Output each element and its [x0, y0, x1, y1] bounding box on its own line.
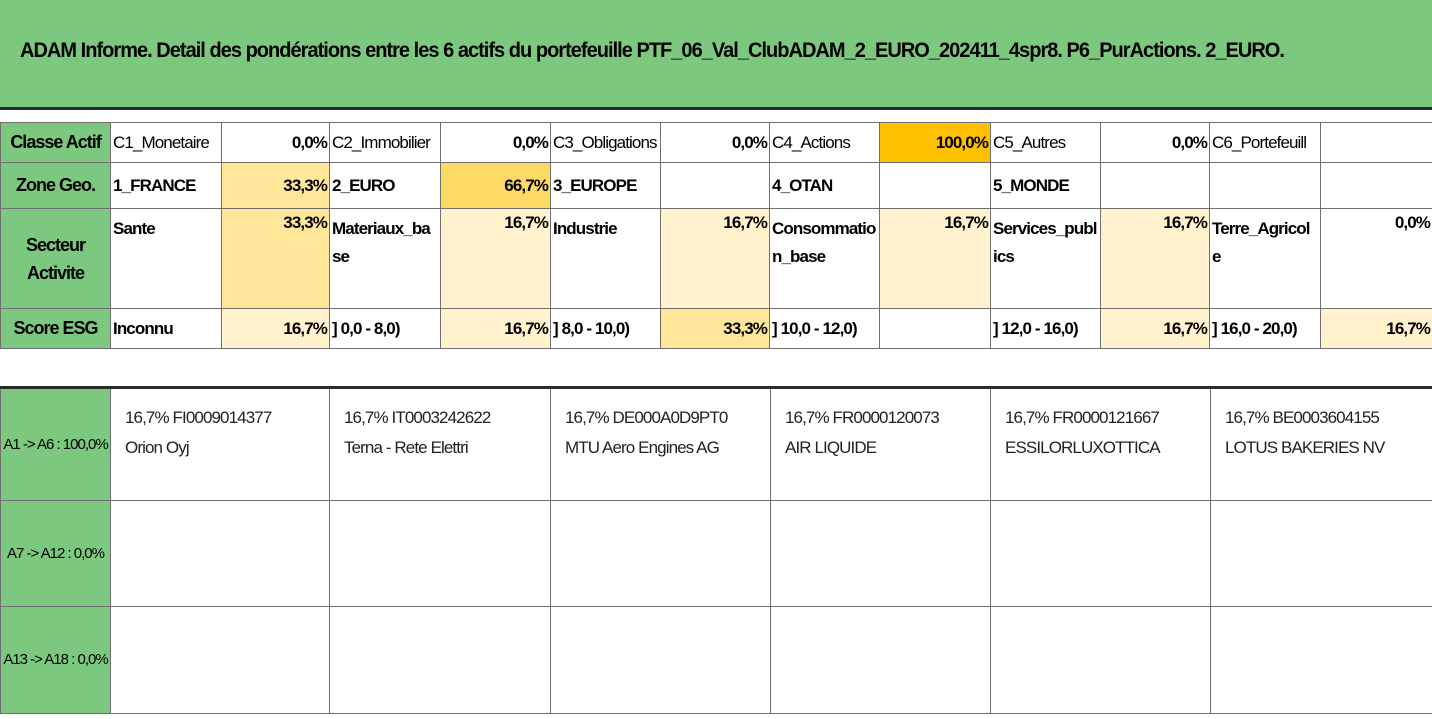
secteur-name: Sante — [110, 208, 222, 309]
empty-asset-cell — [550, 606, 771, 714]
row-header-secteur-activite: Secteur Activite — [0, 208, 111, 309]
score-esg-row: Score ESG Inconnu 16,7% ] 0,0 - 8,0) 16,… — [0, 308, 1432, 349]
zone-geo-value — [1320, 162, 1432, 209]
empty-asset-cell — [1210, 606, 1432, 714]
zone-geo-value — [879, 162, 991, 209]
classe-actif-name: C4_Actions — [769, 122, 880, 163]
esg-name: Inconnu — [110, 308, 222, 349]
page-title: ADAM Informe. Detail des pondérations en… — [20, 38, 1285, 62]
asset-weight-isin: 16,7% FI0009014377 — [125, 408, 272, 427]
asset-cell: 16,7% FI0009014377 Orion Oyj — [110, 387, 330, 501]
empty-asset-cell — [550, 500, 771, 607]
asset-weight-isin: 16,7% FR0000121667 — [1005, 408, 1160, 427]
zone-geo-name — [1209, 162, 1321, 209]
secteur-value: 0,0% — [1320, 208, 1432, 309]
classe-actif-name: C2_Immobilier — [329, 122, 441, 163]
asset-row-label: A13 -> A18 : 0,0% — [0, 606, 111, 714]
secteur-name: Services_publics — [990, 208, 1101, 309]
allocation-summary-table: Classe Actif C1_Monetaire 0,0% C2_Immobi… — [0, 122, 1432, 349]
empty-asset-cell — [329, 606, 551, 714]
secteur-name: Terre_Agricole — [1209, 208, 1321, 309]
row-header-score-esg: Score ESG — [0, 308, 111, 349]
zone-geo-name: 2_EURO — [329, 162, 441, 209]
asset-weight-isin: 16,7% BE0003604155 — [1225, 408, 1380, 427]
zone-geo-row: Zone Geo. 1_FRANCE 33,3% 2_EURO 66,7% 3_… — [0, 162, 1432, 209]
asset-name: AIR LIQUIDE — [785, 438, 877, 457]
asset-name: LOTUS BAKERIES NV — [1225, 438, 1385, 457]
classe-actif-name: C6_Portefeuill — [1209, 122, 1321, 163]
empty-asset-cell — [770, 500, 991, 607]
classe-actif-value: 100,0% — [879, 122, 991, 163]
asset-row: A7 -> A12 : 0,0% — [0, 500, 1432, 607]
classe-actif-value: 0,0% — [1100, 122, 1210, 163]
asset-detail-table: A1 -> A6 : 100,0% 16,7% FI0009014377 Ori… — [0, 386, 1432, 714]
empty-asset-cell — [329, 500, 551, 607]
secteur-value: 16,7% — [660, 208, 770, 309]
secteur-value: 16,7% — [879, 208, 991, 309]
classe-actif-value — [1320, 122, 1432, 163]
esg-name: ] 12,0 - 16,0) — [990, 308, 1101, 349]
secteur-activite-row: Secteur Activite Sante 33,3% Materiaux_b… — [0, 208, 1432, 309]
asset-name: Orion Oyj — [125, 438, 190, 457]
classe-actif-value: 0,0% — [660, 122, 770, 163]
zone-geo-name: 4_OTAN — [769, 162, 880, 209]
secteur-value: 16,7% — [440, 208, 551, 309]
asset-cell: 16,7% DE000A0D9PT0 MTU Aero Engines AG — [550, 387, 771, 501]
esg-value: 16,7% — [1100, 308, 1210, 349]
secteur-value: 16,7% — [1100, 208, 1210, 309]
asset-weight-isin: 16,7% DE000A0D9PT0 — [565, 408, 728, 427]
asset-cell: 16,7% IT0003242622 Terna - Rete Elettri — [329, 387, 551, 501]
zone-geo-name: 1_FRANCE — [110, 162, 222, 209]
secteur-name: Materiaux_base — [329, 208, 441, 309]
asset-name: MTU Aero Engines AG — [565, 438, 720, 457]
empty-asset-cell — [110, 606, 330, 714]
esg-name: ] 8,0 - 10,0) — [550, 308, 661, 349]
zone-geo-value: 33,3% — [221, 162, 330, 209]
secteur-value: 33,3% — [221, 208, 330, 309]
asset-weight-isin: 16,7% FR0000120073 — [785, 408, 940, 427]
classe-actif-name: C5_Autres — [990, 122, 1101, 163]
asset-cell: 16,7% BE0003604155 LOTUS BAKERIES NV — [1210, 387, 1432, 501]
empty-asset-cell — [110, 500, 330, 607]
title-bar: ADAM Informe. Detail des pondérations en… — [0, 0, 1432, 110]
asset-name: Terna - Rete Elettri — [344, 438, 469, 457]
asset-row: A13 -> A18 : 0,0% — [0, 606, 1432, 714]
esg-value: 16,7% — [440, 308, 551, 349]
esg-value — [879, 308, 991, 349]
asset-cell: 16,7% FR0000121667 ESSILORLUXOTTICA — [990, 387, 1211, 501]
secteur-name: Industrie — [550, 208, 661, 309]
zone-geo-name: 5_MONDE — [990, 162, 1101, 209]
asset-row-label: A7 -> A12 : 0,0% — [0, 500, 111, 607]
esg-name: ] 0,0 - 8,0) — [329, 308, 441, 349]
esg-value: 16,7% — [221, 308, 330, 349]
secteur-name: Consommation_base — [769, 208, 880, 309]
empty-asset-cell — [770, 606, 991, 714]
asset-row-label: A1 -> A6 : 100,0% — [0, 387, 111, 501]
zone-geo-name: 3_EUROPE — [550, 162, 661, 209]
asset-row: A1 -> A6 : 100,0% 16,7% FI0009014377 Ori… — [0, 387, 1432, 501]
classe-actif-value: 0,0% — [221, 122, 330, 163]
empty-asset-cell — [990, 500, 1211, 607]
asset-weight-isin: 16,7% IT0003242622 — [344, 408, 491, 427]
classe-actif-name: C1_Monetaire — [110, 122, 222, 163]
zone-geo-value: 66,7% — [440, 162, 551, 209]
classe-actif-row: Classe Actif C1_Monetaire 0,0% C2_Immobi… — [0, 122, 1432, 163]
esg-name: ] 10,0 - 12,0) — [769, 308, 880, 349]
esg-value: 16,7% — [1320, 308, 1432, 349]
classe-actif-name: C3_Obligations — [550, 122, 661, 163]
row-header-zone-geo: Zone Geo. — [0, 162, 111, 209]
asset-name: ESSILORLUXOTTICA — [1005, 438, 1161, 457]
zone-geo-value — [660, 162, 770, 209]
empty-asset-cell — [1210, 500, 1432, 607]
zone-geo-value — [1100, 162, 1210, 209]
row-header-classe-actif: Classe Actif — [0, 122, 111, 163]
asset-cell: 16,7% FR0000120073 AIR LIQUIDE — [770, 387, 991, 501]
esg-value: 33,3% — [660, 308, 770, 349]
classe-actif-value: 0,0% — [440, 122, 551, 163]
empty-asset-cell — [990, 606, 1211, 714]
esg-name: ] 16,0 - 20,0) — [1209, 308, 1321, 349]
